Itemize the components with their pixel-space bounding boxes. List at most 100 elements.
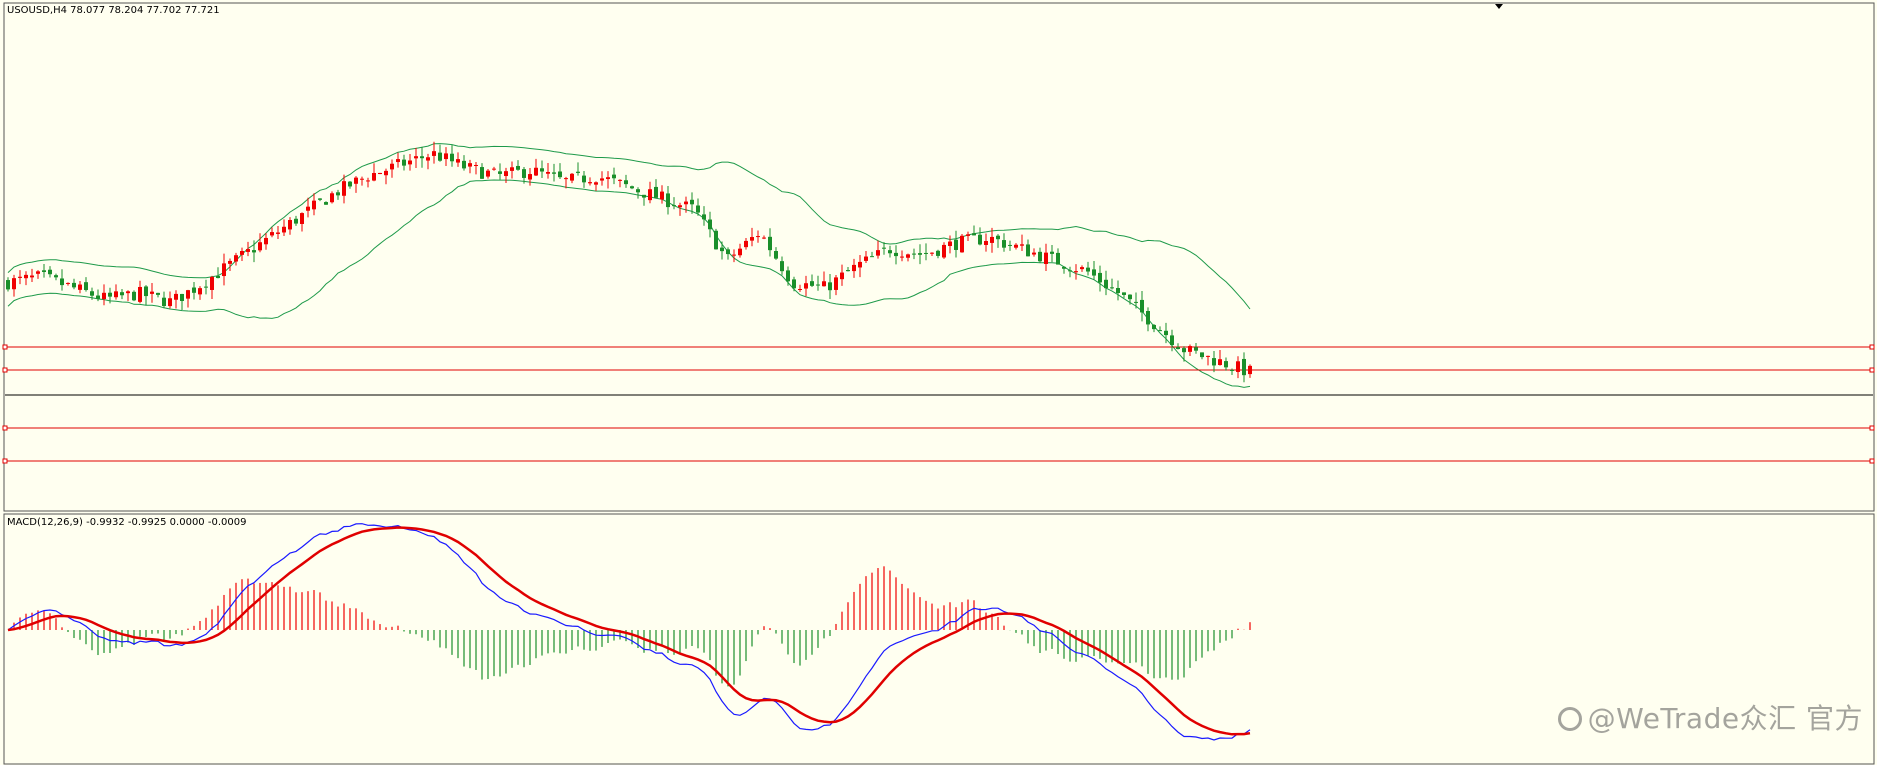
candle-body xyxy=(234,255,238,262)
candle-body xyxy=(78,284,82,290)
candle-body xyxy=(1002,240,1006,248)
watermark-text: @WeTrade众汇 官方 xyxy=(1587,702,1863,735)
candle xyxy=(1044,243,1048,272)
candle-body xyxy=(162,297,166,307)
candle-body xyxy=(990,236,994,243)
candle xyxy=(1020,234,1024,251)
candle xyxy=(1122,292,1126,298)
candle-body xyxy=(852,264,856,272)
candle-body xyxy=(630,186,634,189)
candle xyxy=(132,290,136,302)
candle-body xyxy=(1188,346,1192,352)
candle-body xyxy=(384,170,388,176)
candle xyxy=(498,163,502,180)
candle xyxy=(600,171,604,186)
candle xyxy=(438,144,442,162)
candle xyxy=(396,152,400,168)
candle-body xyxy=(828,282,832,291)
candle-body xyxy=(1170,335,1174,346)
candle-body xyxy=(1074,271,1078,273)
candle-body xyxy=(708,219,712,230)
candle-body xyxy=(1224,361,1228,368)
candle-body xyxy=(858,261,862,268)
bollinger-bands xyxy=(7,143,1251,388)
candle xyxy=(918,244,922,265)
candle-body xyxy=(360,178,364,180)
candle-body xyxy=(750,237,754,241)
horizontal-lines[interactable] xyxy=(2,344,1875,464)
candle-body xyxy=(108,292,112,297)
candle-body xyxy=(552,172,556,174)
candle-body xyxy=(594,182,598,185)
candle-body xyxy=(924,252,928,254)
candle-body xyxy=(810,281,814,286)
candle-body xyxy=(468,163,472,167)
candle-body xyxy=(906,254,910,258)
candle xyxy=(162,291,166,309)
candle-body xyxy=(294,218,298,224)
candle xyxy=(48,266,52,278)
candle xyxy=(864,250,868,264)
candle xyxy=(1146,307,1150,332)
candle-body xyxy=(606,177,610,180)
candle xyxy=(1056,248,1060,265)
candle-body xyxy=(66,282,70,284)
candle-body xyxy=(1062,266,1066,269)
candle-body xyxy=(660,191,664,200)
candle-body xyxy=(1248,365,1252,375)
candle xyxy=(84,277,88,292)
candle xyxy=(1128,294,1132,305)
candle-body xyxy=(780,261,784,272)
candle xyxy=(1050,245,1054,263)
candle xyxy=(240,247,244,261)
candle-body xyxy=(402,159,406,166)
candle xyxy=(804,275,808,297)
candle xyxy=(528,167,532,186)
candle xyxy=(1182,346,1186,362)
candle xyxy=(660,185,664,204)
candle-body xyxy=(1206,355,1210,357)
candle-body xyxy=(18,276,22,278)
candle-body xyxy=(1068,270,1072,272)
candle xyxy=(588,177,592,186)
candle xyxy=(726,247,730,260)
candle-body xyxy=(426,157,430,161)
candle xyxy=(882,242,886,255)
candle xyxy=(894,245,898,265)
candle xyxy=(972,225,976,236)
candle-body xyxy=(1098,272,1102,283)
candle-body xyxy=(774,251,778,259)
candle xyxy=(492,166,496,171)
candle xyxy=(648,181,652,204)
candle-body xyxy=(936,250,940,256)
candle xyxy=(138,280,142,304)
candle-body xyxy=(960,235,964,253)
candle xyxy=(564,176,568,189)
candle xyxy=(1176,343,1180,350)
candle xyxy=(426,153,430,170)
candle-body xyxy=(618,179,622,181)
candle xyxy=(6,277,10,292)
candle-body xyxy=(588,182,592,184)
candle-body xyxy=(534,167,538,176)
candle-body xyxy=(822,281,826,287)
candle xyxy=(450,145,454,167)
candle-body xyxy=(1008,244,1012,246)
candle xyxy=(942,242,946,259)
candle xyxy=(990,227,994,253)
candle-body xyxy=(1014,244,1018,248)
candle xyxy=(174,290,178,309)
candle xyxy=(624,174,628,188)
candle xyxy=(1230,368,1234,376)
candle-body xyxy=(438,152,442,161)
candle-body xyxy=(666,193,670,208)
candle-body xyxy=(648,189,652,201)
candle-body xyxy=(30,275,34,278)
candle-body xyxy=(984,241,988,245)
candle xyxy=(1200,352,1204,360)
candle xyxy=(858,254,862,278)
candle-body xyxy=(768,236,772,251)
candle-body xyxy=(504,171,508,177)
candle xyxy=(1110,278,1114,290)
